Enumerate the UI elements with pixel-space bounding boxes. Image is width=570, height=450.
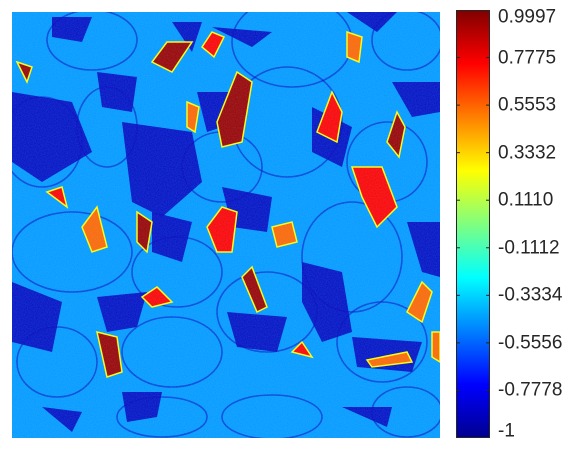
colorbar-tick-label: -0.7778	[498, 381, 562, 400]
colorbar	[456, 10, 490, 438]
heatmap-noise	[12, 12, 440, 438]
colorbar-gradient	[456, 10, 490, 438]
colorbar-tick-label: 0.5553	[498, 96, 556, 115]
colorbar-tick-label: -0.1112	[498, 238, 560, 257]
colorbar-tick-label: 0.1110	[498, 191, 553, 210]
colorbar-tick-label: -1	[498, 422, 515, 441]
colorbar-tick-label: 0.9997	[498, 8, 556, 27]
colorbar-tick-label: -0.3334	[498, 286, 562, 305]
heatmap-image	[12, 12, 440, 438]
colorbar-tick-label: -0.5556	[498, 333, 562, 352]
colorbar-tick-label: 0.7775	[498, 48, 556, 67]
colorbar-tick-label: 0.3332	[498, 143, 556, 162]
